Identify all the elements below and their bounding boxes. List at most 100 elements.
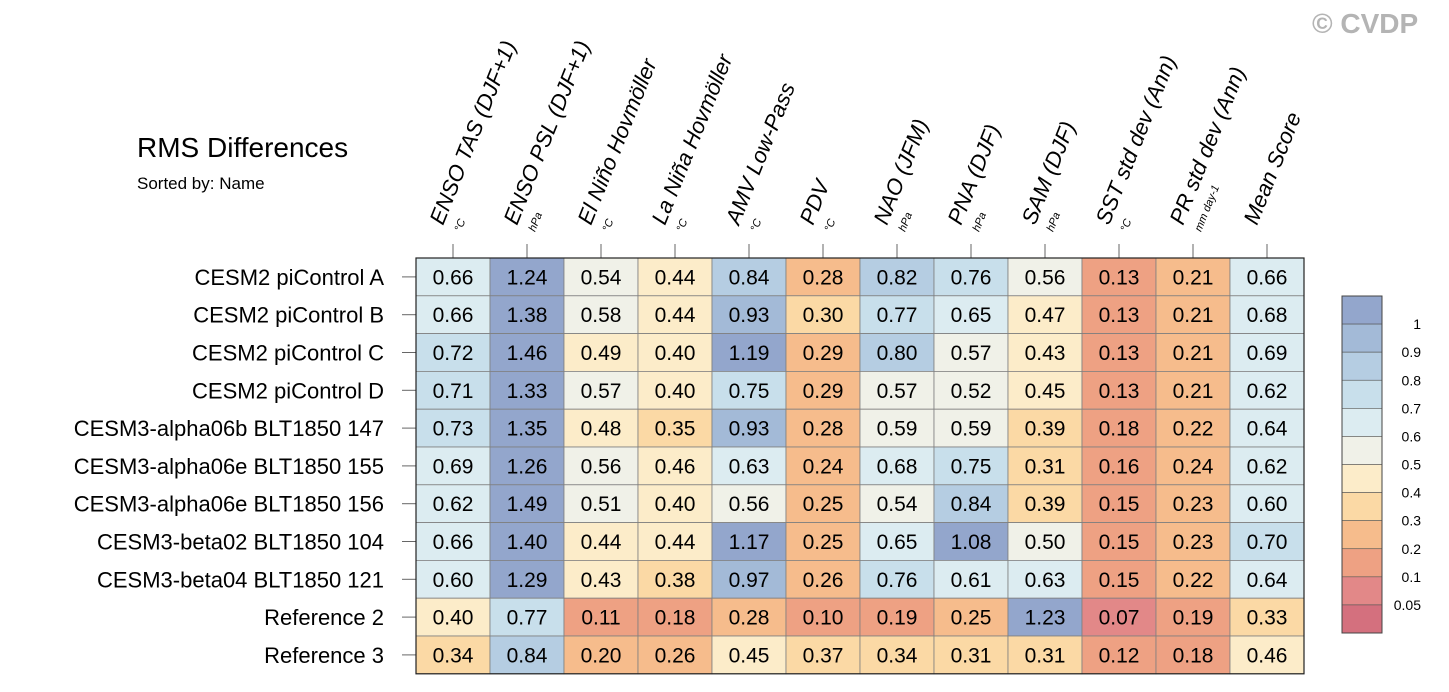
heatmap-cell: [859, 484, 935, 523]
heatmap-cell: [1155, 257, 1231, 297]
colorbar-tick-label: 1: [1413, 316, 1421, 332]
colorbar-tick-label: 0.8: [1402, 372, 1422, 388]
cell-value: 1.08: [951, 531, 992, 554]
cell-value: 0.29: [803, 342, 844, 365]
heatmap-cell: [711, 484, 787, 523]
cell-value: 0.46: [1247, 644, 1288, 667]
heatmap-cell: [1007, 560, 1083, 599]
cell-value: 0.33: [1247, 607, 1288, 630]
heatmap-cell: [933, 446, 1009, 486]
heatmap-cell: [1081, 484, 1157, 523]
cell-value: 0.39: [1025, 493, 1066, 516]
column-unit: hPa: [897, 211, 915, 234]
heatmap-cell: [785, 408, 861, 448]
cell-value: 0.31: [1025, 455, 1066, 478]
heatmap-cell: [637, 522, 713, 561]
cell-value: 0.23: [1173, 493, 1214, 516]
cell-value: 0.66: [433, 266, 474, 289]
column-unit: °C: [675, 217, 691, 233]
column-label-text: SST std dev (Ann): [1090, 52, 1181, 228]
cell-value: 0.65: [951, 304, 992, 327]
cell-value: 1.23: [1025, 607, 1066, 630]
heatmap-cell: [1081, 522, 1157, 561]
heatmap-cell: [785, 484, 861, 523]
heatmap-cell: [563, 635, 639, 675]
column-unit: hPa: [1045, 211, 1063, 234]
row-label: Reference 2: [264, 605, 384, 630]
cell-value: 0.63: [1025, 569, 1066, 592]
column-label: NAO (JFM)hPa: [868, 115, 933, 234]
cell-value: 0.93: [729, 304, 770, 327]
cell-value: 0.66: [433, 304, 474, 327]
column-unit: °C: [453, 217, 469, 233]
cell-value: 0.84: [951, 493, 992, 516]
colorbar-tick-label: 0.05: [1394, 597, 1421, 613]
row-label: CESM2 piControl C: [192, 341, 384, 366]
column-labels: ENSO TAS (DJF+1)°C ENSO PSL (DJF+1)hPa El …: [424, 37, 1306, 258]
heatmap-cell: [1007, 295, 1083, 334]
heatmap-cell: [563, 295, 639, 334]
cell-value: 0.84: [507, 644, 548, 667]
heatmap-cell: [637, 446, 713, 486]
cell-value: 0.13: [1099, 342, 1140, 365]
column-label-text: PNA (DJF): [942, 121, 1005, 228]
cell-value: 0.40: [655, 342, 696, 365]
heatmap-cells: 0.66 1.24 0.54 0.44 0.84 0.28 0.82 0.76 0.56 0.13…: [415, 257, 1305, 675]
heatmap-cell: [1007, 333, 1083, 372]
heatmap-cell: [711, 370, 787, 410]
cell-value: 0.72: [433, 342, 474, 365]
cell-value: 0.75: [951, 455, 992, 478]
column-unit: hPa: [527, 211, 545, 234]
cell-value: 0.31: [1025, 644, 1066, 667]
heatmap-cell: [1229, 597, 1305, 637]
cell-value: 0.54: [581, 266, 622, 289]
column-unit: hPa: [971, 211, 989, 234]
heatmap-cell: [1155, 560, 1231, 599]
cell-value: 0.40: [655, 380, 696, 403]
cell-value: 0.57: [581, 380, 622, 403]
cell-value: 0.21: [1173, 266, 1214, 289]
column-label-text: El Niño Hovmöller: [572, 54, 662, 228]
cell-value: 0.10: [803, 607, 844, 630]
cell-value: 0.49: [581, 342, 622, 365]
cell-value: 0.13: [1099, 380, 1140, 403]
heatmap-cell: [489, 484, 565, 523]
cell-value: 0.24: [803, 455, 844, 478]
heatmap-cell: [489, 408, 565, 448]
heatmap-cell: [415, 522, 491, 561]
heatmap-cell: [933, 257, 1009, 297]
cell-value: 0.82: [877, 266, 918, 289]
heatmap-cell: [637, 333, 713, 372]
cell-value: 0.66: [433, 531, 474, 554]
heatmap-cell: [1081, 597, 1157, 637]
heatmap-cell: [1155, 484, 1231, 523]
watermark: © CVDP: [1312, 8, 1418, 39]
colorbar-border: [1341, 295, 1383, 634]
heatmap-cell: [1229, 635, 1305, 675]
colorbar-swatch: [1341, 295, 1383, 325]
heatmap-cell: [1007, 446, 1083, 486]
colorbar-swatch: [1341, 492, 1383, 521]
column-label-text: Mean Score: [1238, 109, 1306, 228]
cell-value: 0.62: [1247, 455, 1288, 478]
heatmap-cell: [1155, 522, 1231, 561]
heatmap-cell: [859, 257, 935, 297]
heatmap-cell: [933, 333, 1009, 372]
cell-value: 0.40: [433, 607, 474, 630]
cell-value: 0.38: [655, 569, 696, 592]
heatmap-cell: [1155, 370, 1231, 410]
heatmap-cell: [859, 446, 935, 486]
cell-value: 0.12: [1099, 644, 1140, 667]
colorbar-swatch: [1341, 436, 1383, 465]
cell-value: 0.23: [1173, 531, 1214, 554]
cell-value: 0.45: [729, 644, 770, 667]
cell-value: 0.21: [1173, 380, 1214, 403]
cell-value: 0.18: [655, 607, 696, 630]
heatmap-cell: [933, 295, 1009, 334]
cell-value: 0.77: [507, 607, 548, 630]
heatmap-cell: [785, 560, 861, 599]
cell-value: 0.59: [951, 418, 992, 441]
cell-value: 0.26: [803, 569, 844, 592]
cell-value: 0.57: [877, 380, 918, 403]
cell-value: 0.70: [1247, 531, 1288, 554]
